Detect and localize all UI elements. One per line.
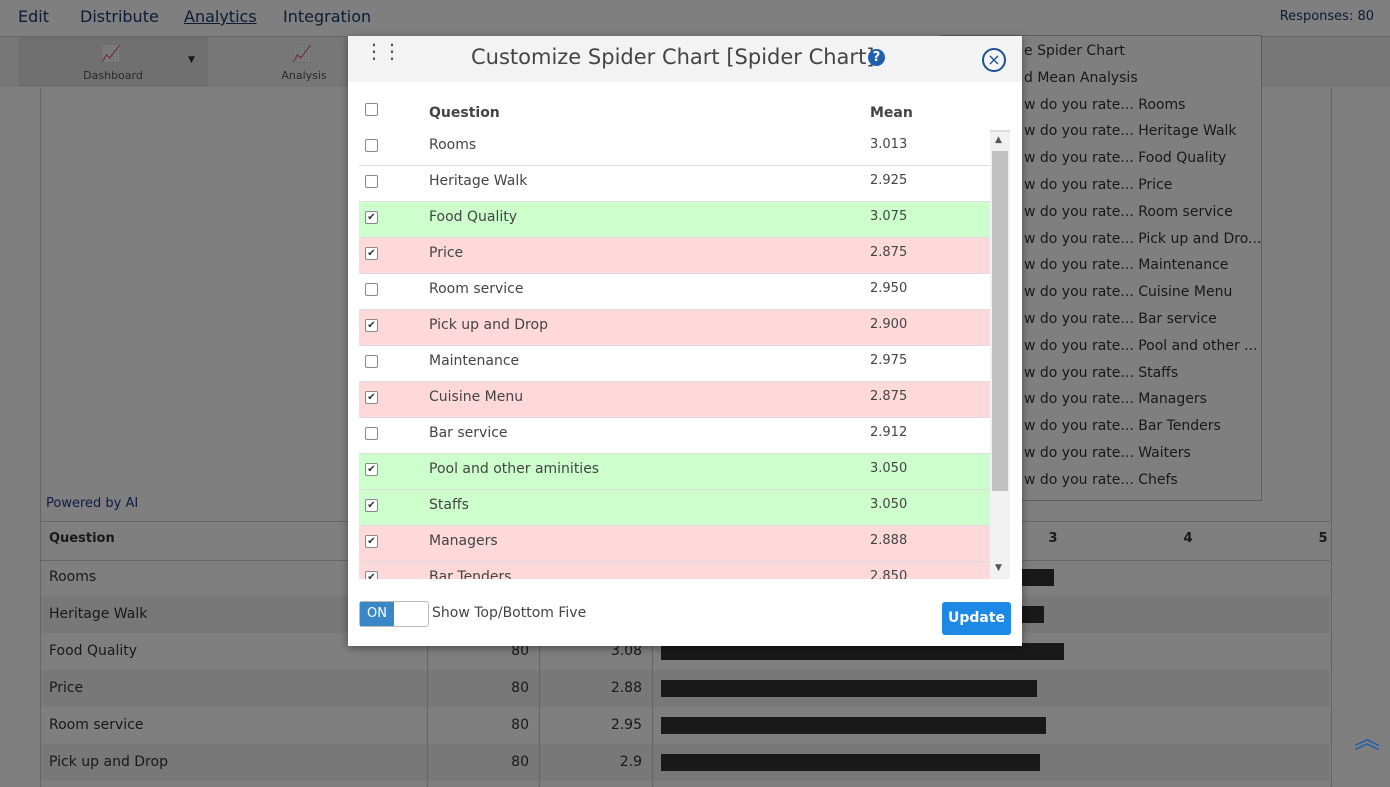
row-question: Price: [429, 245, 464, 261]
close-button[interactable]: ×: [982, 48, 1006, 72]
table-body: Rooms 3.013 Heritage Walk 2.925 ✔ Food Qualit…: [359, 130, 1010, 579]
help-icon[interactable]: ?: [868, 49, 885, 66]
table-row[interactable]: [359, 382, 990, 418]
row-mean: 3.050: [870, 461, 908, 476]
toggle[interactable]: [359, 601, 429, 627]
row-mean: 2.875: [870, 245, 908, 260]
table-row[interactable]: [359, 238, 990, 274]
row-question: Bar Tenders: [429, 569, 512, 579]
row-mean: 3.050: [870, 497, 908, 512]
row-mean: 3.075: [870, 209, 908, 224]
row-question: Cuisine Menu: [429, 389, 524, 405]
row-mean: 2.950: [870, 281, 908, 296]
row-checkbox[interactable]: ✔: [365, 247, 378, 260]
row-checkbox[interactable]: ✔: [365, 211, 378, 224]
row-mean: 2.888: [870, 533, 908, 548]
table-row[interactable]: [359, 346, 990, 382]
modal: ⋮⋮ Customize Spider Chart [Spider Chart]…: [348, 36, 1022, 646]
row-mean: 2.912: [870, 425, 908, 440]
modal-title: Customize Spider Chart [Spider Chart]: [471, 45, 875, 69]
row-checkbox[interactable]: [365, 283, 378, 296]
row-checkbox[interactable]: ✔: [365, 535, 378, 548]
column-header: Question: [429, 105, 500, 121]
row-checkbox[interactable]: ✔: [365, 319, 378, 332]
row-question: Heritage Walk: [429, 173, 528, 189]
row-checkbox[interactable]: [365, 139, 378, 152]
row-mean: 2.850: [870, 569, 908, 579]
table-row[interactable]: [359, 526, 990, 562]
row-mean: 3.013: [870, 137, 908, 152]
row-question: Maintenance: [429, 353, 520, 369]
row-question: Staffs: [429, 497, 469, 513]
row-question: Managers: [429, 533, 498, 549]
row-mean: 2.925: [870, 173, 908, 188]
scroll-top-button[interactable]: ︽: [1354, 725, 1381, 755]
column-header: Mean: [870, 105, 913, 121]
modal-header: [348, 36, 1022, 82]
table-row[interactable]: [359, 274, 990, 310]
row-checkbox[interactable]: [365, 427, 378, 440]
row-question: Rooms: [429, 137, 477, 153]
table-row[interactable]: [359, 130, 990, 166]
row-checkbox[interactable]: [365, 175, 378, 188]
row-checkbox[interactable]: [365, 355, 378, 368]
table-row[interactable]: [359, 454, 990, 490]
table-row[interactable]: [359, 418, 990, 454]
select-all-checkbox[interactable]: [365, 103, 378, 116]
table-row[interactable]: [359, 490, 990, 526]
row-checkbox[interactable]: ✔: [365, 463, 378, 476]
drag-handle[interactable]: ⋮⋮: [364, 39, 402, 63]
row-question: Pick up and Drop: [429, 317, 548, 333]
table-row[interactable]: [359, 202, 990, 238]
table-row[interactable]: [359, 166, 990, 202]
row-question: Food Quality: [429, 209, 518, 225]
row-mean: 2.900: [870, 317, 908, 332]
table-row[interactable]: [359, 310, 990, 346]
row-question: Room service: [429, 281, 524, 297]
row-question: Pool and other aminities: [429, 461, 600, 477]
row-checkbox[interactable]: ✔: [365, 499, 378, 512]
table-row[interactable]: [359, 562, 990, 579]
toggle-label: Show Top/Bottom Five: [432, 605, 587, 621]
toggle-on[interactable]: ON: [360, 602, 394, 626]
update-button[interactable]: Update: [942, 602, 1011, 635]
row-mean: 2.975: [870, 353, 908, 368]
row-question: Bar service: [429, 425, 508, 441]
scroll-down[interactable]: ▼: [995, 563, 1002, 573]
row-mean: 2.875: [870, 389, 908, 404]
scrollbar-thumb[interactable]: [992, 151, 1008, 491]
scroll-up[interactable]: ▲: [995, 135, 1002, 145]
row-checkbox[interactable]: ✔: [365, 571, 378, 579]
row-checkbox[interactable]: ✔: [365, 391, 378, 404]
